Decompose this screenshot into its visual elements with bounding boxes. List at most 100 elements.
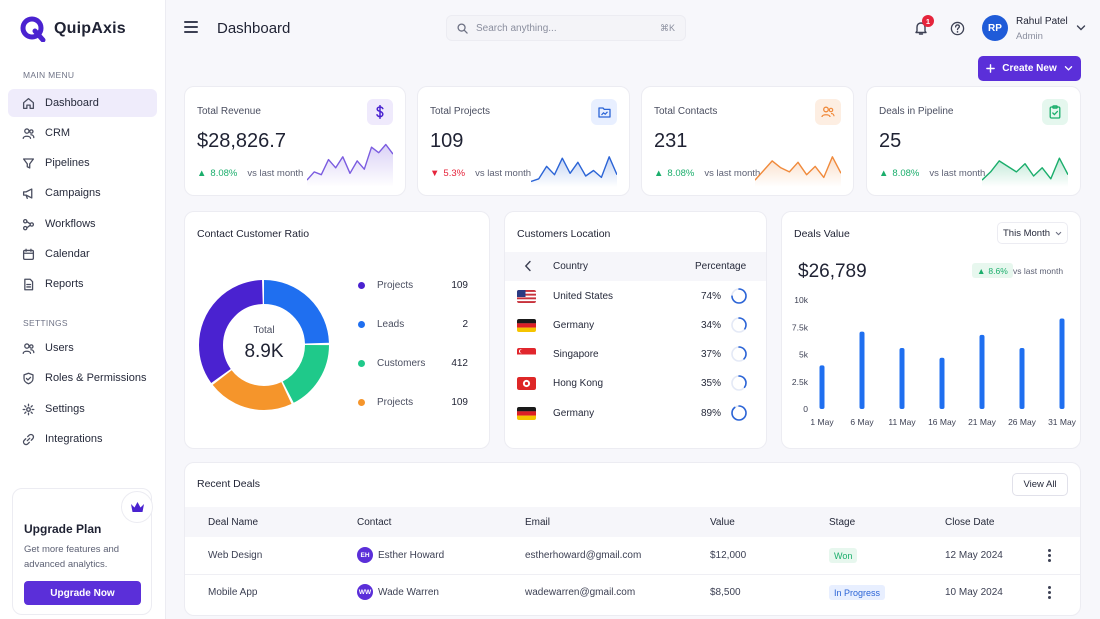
search-shortcut: ⌘K: [659, 22, 675, 33]
brand[interactable]: QuipAxis: [20, 16, 126, 42]
deals-value-card: Deals Value This Month $26,789 ▲ 8.6% vs…: [781, 211, 1081, 449]
contact-name: Wade Warren: [378, 587, 439, 598]
legend-item: Projects 109: [358, 397, 468, 408]
sparkline-pipeline: [982, 157, 1068, 187]
deal-name: Mobile App: [208, 587, 258, 598]
stat-label: Total Contacts: [654, 106, 718, 117]
table-row[interactable]: Mobile App WW Wade Warren wadewarren@gma…: [185, 575, 1080, 612]
trend-up-icon: ▲: [197, 168, 207, 179]
menu-toggle-icon[interactable]: [184, 21, 198, 33]
upgrade-now-button[interactable]: Upgrade Now: [24, 581, 141, 605]
sidebar-item-roles-permissions[interactable]: Roles & Permissions: [8, 364, 157, 392]
sidebar-item-crm[interactable]: CRM: [8, 119, 157, 147]
sidebar-item-label: Reports: [45, 278, 84, 290]
recent-deals-card: Recent Deals View All Deal Name Contact …: [184, 462, 1081, 616]
legend-dot: [358, 360, 365, 367]
sidebar-item-integrations[interactable]: Integrations: [8, 425, 157, 453]
legend-value: 109: [451, 280, 468, 291]
column-percentage: Percentage: [695, 261, 747, 272]
report-icon: [24, 278, 34, 290]
search-input[interactable]: [476, 22, 652, 34]
donut-segment: [199, 280, 329, 410]
view-all-button[interactable]: View All: [1012, 473, 1068, 496]
sidebar-item-label: Settings: [45, 403, 85, 415]
crown-icon: [121, 491, 153, 523]
legend-value: 412: [451, 358, 468, 369]
deals-value-caption: vs last month: [1013, 266, 1064, 276]
trend-down-icon: ▼: [430, 168, 440, 179]
sidebar-item-reports[interactable]: Reports: [8, 270, 157, 298]
user-avatar[interactable]: RP: [982, 15, 1008, 41]
stat-delta: ▲ 8.08% vs last month: [197, 168, 303, 179]
clipboard-icon: [1042, 99, 1068, 125]
close-date: 12 May 2024: [945, 550, 1003, 561]
x-tick-label: 26 May: [1008, 417, 1037, 427]
sidebar-item-label: Roles & Permissions: [45, 372, 147, 384]
column-close-date: Close Date: [945, 517, 995, 528]
bar: [899, 347, 905, 409]
sidebar-item-label: Workflows: [45, 218, 96, 230]
progress-ring: [731, 346, 747, 362]
location-country: Germany: [553, 408, 595, 419]
brand-name: QuipAxis: [54, 20, 126, 37]
bar: [819, 365, 825, 409]
stat-delta-caption: vs last month: [929, 168, 986, 179]
deals-value-delta: 8.6%: [988, 265, 1008, 276]
sidebar-item-campaigns[interactable]: Campaigns: [8, 179, 157, 207]
column-contact: Contact: [357, 517, 392, 528]
location-row: Hong Kong 35%: [505, 369, 766, 398]
flag-hk-icon: [517, 377, 536, 390]
progress-ring: [731, 288, 747, 304]
chevron-down-icon[interactable]: [1076, 24, 1086, 32]
legend-dot: [358, 282, 365, 289]
legend-dot: [358, 321, 365, 328]
sparkline-projects: [531, 156, 617, 187]
help-icon[interactable]: [950, 21, 965, 36]
progress-ring: [731, 405, 747, 421]
sidebar-item-label: Pipelines: [45, 157, 90, 169]
stat-delta-caption: vs last month: [475, 168, 532, 179]
column-stage: Stage: [829, 517, 856, 528]
more-options-icon[interactable]: [1048, 549, 1052, 563]
user-role: Admin: [1016, 31, 1043, 42]
column-deal-name: Deal Name: [208, 517, 259, 528]
bar: [1019, 347, 1025, 409]
x-tick-label: 21 May: [968, 417, 997, 427]
sparkline-line: [531, 156, 617, 183]
period-select[interactable]: This Month: [997, 222, 1068, 244]
stat-delta-caption: vs last month: [704, 168, 761, 179]
sidebar-item-users[interactable]: Users: [8, 334, 157, 362]
legend-label: Projects: [377, 397, 414, 408]
flag-us-icon: [517, 290, 536, 303]
notification-badge: 1: [922, 15, 934, 27]
sidebar-item-settings[interactable]: Settings: [8, 395, 157, 423]
deals-value-delta-badge: ▲ 8.6%: [972, 263, 1013, 278]
bell-icon[interactable]: [913, 20, 929, 36]
column-country: Country: [553, 261, 589, 272]
main-menu-label: MAIN MENU: [23, 70, 75, 80]
table-row[interactable]: Web Design EH Esther Howard estherhoward…: [185, 538, 1080, 575]
sidebar-item-workflows[interactable]: Workflows: [8, 210, 157, 238]
sidebar-item-calendar[interactable]: Calendar: [8, 240, 157, 268]
sidebar-item-pipelines[interactable]: Pipelines: [8, 149, 157, 177]
upgrade-title: Upgrade Plan: [24, 522, 102, 536]
stat-delta-value: 5.3%: [443, 168, 466, 179]
stat-delta-caption: vs last month: [247, 168, 304, 179]
search-bar[interactable]: ⌘K: [446, 15, 686, 41]
legend-value: 109: [451, 397, 468, 408]
more-options-icon[interactable]: [1048, 586, 1052, 600]
create-new-button[interactable]: Create New: [978, 56, 1081, 81]
donut-total-value: 8.9K: [244, 341, 284, 362]
trend-up-icon: ▲: [879, 168, 889, 179]
customers-location-card: Customers Location Country Percentage Un…: [504, 211, 767, 449]
card-title: Customers Location: [517, 228, 611, 240]
bar: [1059, 318, 1065, 409]
sidebar-item-dashboard[interactable]: Dashboard: [8, 89, 157, 117]
sparkline-revenue: [307, 143, 393, 187]
location-row: Singapore 37%: [505, 340, 766, 369]
location-table-header: Country Percentage: [505, 252, 766, 281]
donut-segment: [199, 280, 329, 410]
stat-delta-value: 8.08%: [892, 168, 920, 179]
chevron-left-icon[interactable]: [524, 260, 532, 272]
contact-customer-ratio-card: Contact Customer Ratio Total 8.9K Projec…: [184, 211, 490, 449]
